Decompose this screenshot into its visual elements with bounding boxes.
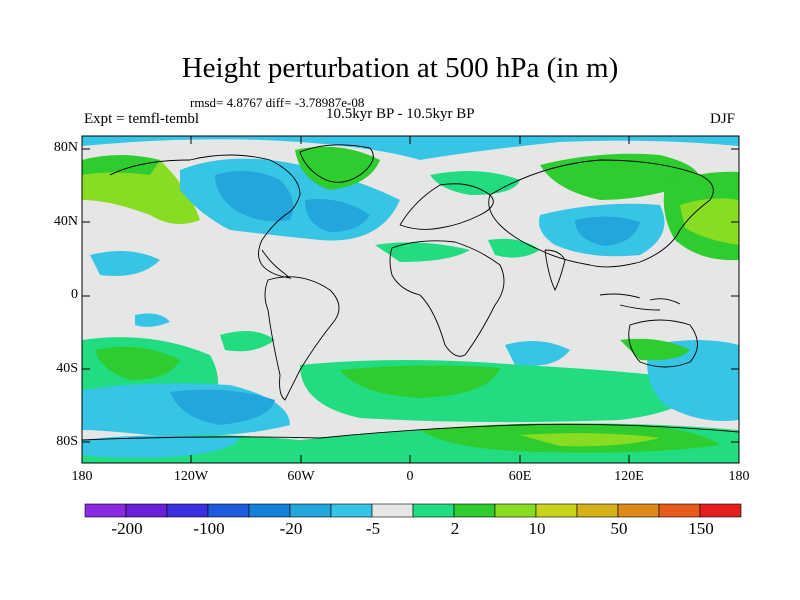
colorbar-swatch — [166, 503, 209, 518]
lat-label-40n: 40N — [53, 214, 78, 229]
colorbar-swatch — [658, 503, 701, 518]
lat-label-80n: 80N — [53, 140, 78, 155]
period-label: 10.5kyr BP - 10.5kyr BP — [326, 106, 475, 122]
colorbar-label: 50 — [610, 519, 628, 538]
colorbar-swatch — [330, 503, 373, 518]
colorbar-label: -100 — [193, 519, 225, 538]
colorbar-label: 2 — [450, 519, 460, 538]
colorbar-swatch — [699, 503, 742, 518]
lon-label-60w: 60W — [287, 469, 315, 484]
field-contours — [82, 136, 739, 463]
colorbar-swatch — [412, 503, 455, 518]
experiment-label: Expt = temfl-tembl — [84, 111, 200, 127]
colorbar-label: -200 — [111, 519, 143, 538]
colorbar-label: -5 — [365, 519, 381, 538]
season-label: DJF — [710, 111, 736, 127]
lon-label-60e: 60E — [508, 469, 532, 484]
colorbar-swatch — [289, 503, 332, 518]
colorbar-label: 10 — [528, 519, 546, 538]
colorbar-swatch — [576, 503, 619, 518]
colorbar-swatch — [453, 503, 496, 518]
colorbar-swatch — [535, 503, 578, 518]
coastlines — [81, 144, 740, 441]
colorbar-swatch — [371, 503, 414, 518]
lon-label-180w: 180 — [71, 469, 93, 484]
lat-label-80s: 80S — [56, 434, 78, 449]
lon-label-180e: 180 — [728, 469, 750, 484]
colorbar-swatch — [494, 503, 537, 518]
map-title: Height perturbation at 500 hPa (in m) — [181, 52, 619, 84]
lon-label-120e: 120E — [614, 469, 644, 484]
colorbar-swatch — [84, 503, 127, 518]
stats-text: rmsd= 4.8767 diff= -3.78987e-08 — [190, 95, 365, 110]
colorbar-label: -20 — [279, 519, 303, 538]
lon-label-120w: 120W — [173, 469, 209, 484]
colorbar-swatch — [617, 503, 660, 518]
colorbar-swatch — [125, 503, 168, 518]
axis-ticks — [82, 136, 739, 463]
lon-label-0: 0 — [406, 469, 414, 484]
colorbar — [84, 503, 742, 518]
lat-label-40s: 40S — [56, 361, 78, 376]
lat-label-0: 0 — [71, 287, 78, 302]
colorbar-swatch — [207, 503, 250, 518]
colorbar-label: 150 — [688, 519, 714, 538]
colorbar-swatch — [248, 503, 291, 518]
